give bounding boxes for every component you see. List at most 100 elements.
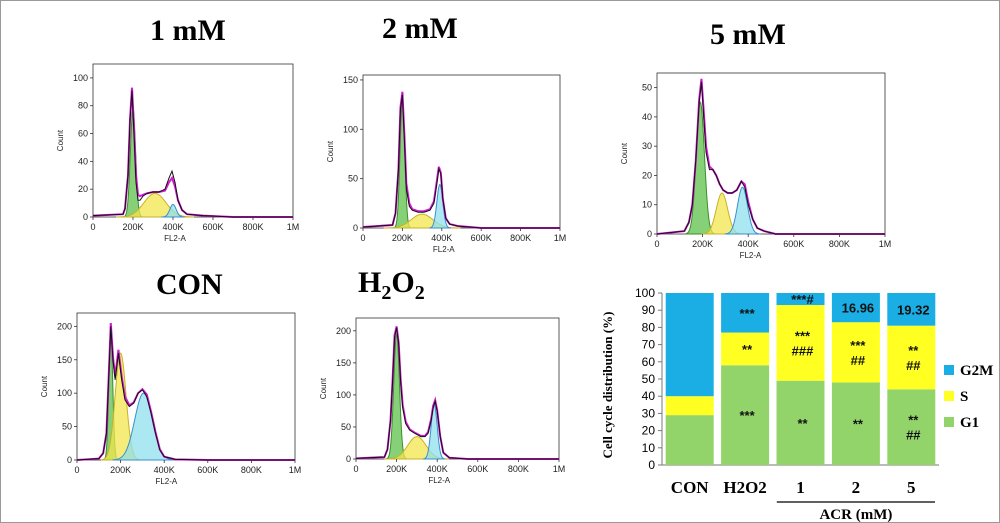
bar-segment-s	[831, 322, 880, 383]
bar-category-label: 5	[907, 478, 916, 497]
bar-segment-g1	[721, 365, 770, 465]
x-tick-label: 600K	[467, 464, 488, 474]
legend-label-g2m: G2M	[960, 363, 993, 379]
legend-swatch-g2m	[944, 365, 954, 375]
bar-annotation: **	[908, 413, 919, 428]
x-tick-label: 0	[654, 239, 659, 249]
x-tick-label: 600K	[783, 239, 804, 249]
legend-swatch-g1	[944, 417, 954, 427]
y-tick-label: 20	[642, 170, 652, 180]
bar-annotation: ###	[792, 343, 814, 358]
histogram-line	[656, 81, 885, 235]
bar-segment-g2m	[776, 293, 825, 306]
x-tick-label: 800K	[510, 233, 531, 243]
y-tick-label: 150	[343, 75, 358, 85]
x-tick-label: 800K	[829, 239, 850, 249]
x-tick-label: 0	[74, 465, 79, 475]
bar-y-tick-label: 60	[642, 355, 656, 369]
bar-segment-g2m	[721, 293, 770, 333]
bar-annotation: **	[908, 343, 919, 358]
x-tick-label: 1M	[289, 465, 302, 475]
y-axis-label: Count	[319, 377, 328, 399]
plot-frame	[362, 74, 561, 229]
bar-annotation: ***	[740, 408, 756, 423]
y-tick-label: 150	[336, 358, 351, 368]
panel-title-5mm: 5 mM	[710, 18, 786, 51]
bar-annotation: ***	[850, 338, 866, 353]
bar-annotation: 19.32	[897, 302, 930, 317]
bar-y-tick-label: 30	[642, 406, 656, 420]
bar-y-tick-label: 20	[642, 424, 656, 438]
panel-title-1mm: 1 mM	[150, 14, 226, 47]
bar-annotation: **	[797, 416, 808, 431]
acr-group-label: ACR (mM)	[819, 507, 892, 523]
bar-category-label: CON	[671, 478, 710, 497]
x-tick-label: 1M	[554, 233, 567, 243]
y-tick-label: 80	[78, 101, 88, 111]
g2m-peak-fill	[428, 183, 451, 229]
y-tick-label: 40	[78, 156, 88, 166]
y-tick-label: 0	[67, 455, 72, 465]
plot-frame	[656, 72, 886, 235]
bar-annotation: **	[853, 417, 864, 432]
bar-y-tick-label: 50	[642, 372, 656, 386]
bar-segment-s	[776, 305, 825, 381]
y-tick-label: 50	[642, 83, 652, 93]
y-tick-label: 100	[343, 124, 358, 134]
bar-category-label: 2	[852, 478, 861, 497]
x-axis-label: FL2-A	[740, 251, 762, 260]
histogram-line	[76, 326, 295, 461]
x-tick-label: 200K	[392, 233, 413, 243]
bar-y-tick-label: 40	[642, 389, 656, 403]
y-tick-label: 20	[78, 184, 88, 194]
bar-category-label: H2O2	[723, 478, 766, 497]
panel-title-2mm: 2 mM	[382, 12, 458, 45]
x-tick-label: 0	[90, 222, 95, 232]
bar-annotation: 16.96	[842, 301, 875, 316]
y-tick-label: 60	[78, 129, 88, 139]
g2m-peak-fill	[161, 203, 185, 218]
bar-annotation: ***	[740, 306, 756, 321]
y-tick-label: 50	[348, 174, 358, 184]
y-axis-label: Count	[620, 142, 629, 164]
y-tick-label: 40	[642, 112, 652, 122]
y-tick-label: 50	[341, 422, 351, 432]
y-axis-label: Count	[326, 140, 335, 162]
x-tick-label: 600K	[202, 222, 223, 232]
bar-segment-s	[887, 325, 936, 390]
x-tick-label: 1M	[879, 239, 892, 249]
histogram-line	[355, 327, 559, 460]
bar-annotation: **	[742, 342, 753, 357]
x-axis-label: FL2-A	[155, 477, 177, 486]
x-tick-label: 400K	[427, 464, 448, 474]
y-tick-label: 10	[642, 200, 652, 210]
h2o2-title-text: H2O2	[358, 266, 425, 304]
x-tick-label: 400K	[162, 222, 183, 232]
x-tick-label: 400K	[431, 233, 452, 243]
y-tick-label: 200	[336, 326, 351, 336]
bar-y-tick-label: 10	[642, 441, 656, 455]
bar-segment-g2m	[887, 293, 936, 326]
x-axis-label: FL2-A	[164, 234, 186, 243]
bar-y-tick-label: 0	[648, 458, 655, 472]
histogram-line	[362, 94, 560, 229]
bar-annotation: ##	[851, 353, 866, 368]
y-axis-label: Count	[40, 375, 49, 397]
bar-segment-g1	[887, 389, 936, 465]
x-tick-label: 400K	[738, 239, 759, 249]
bar-annotation: ##	[906, 428, 921, 443]
y-axis-label: Count	[56, 129, 65, 151]
g2m-peak-fill	[724, 186, 761, 235]
bar-segment-g2m	[831, 293, 880, 323]
bar-segment-g1	[665, 415, 714, 465]
legend-label-g1: G1	[960, 415, 979, 431]
x-axis-label: FL2-A	[433, 245, 455, 254]
panel-title-con: CON	[156, 268, 223, 301]
bar-segment-s	[721, 332, 770, 366]
y-tick-label: 0	[83, 212, 88, 222]
